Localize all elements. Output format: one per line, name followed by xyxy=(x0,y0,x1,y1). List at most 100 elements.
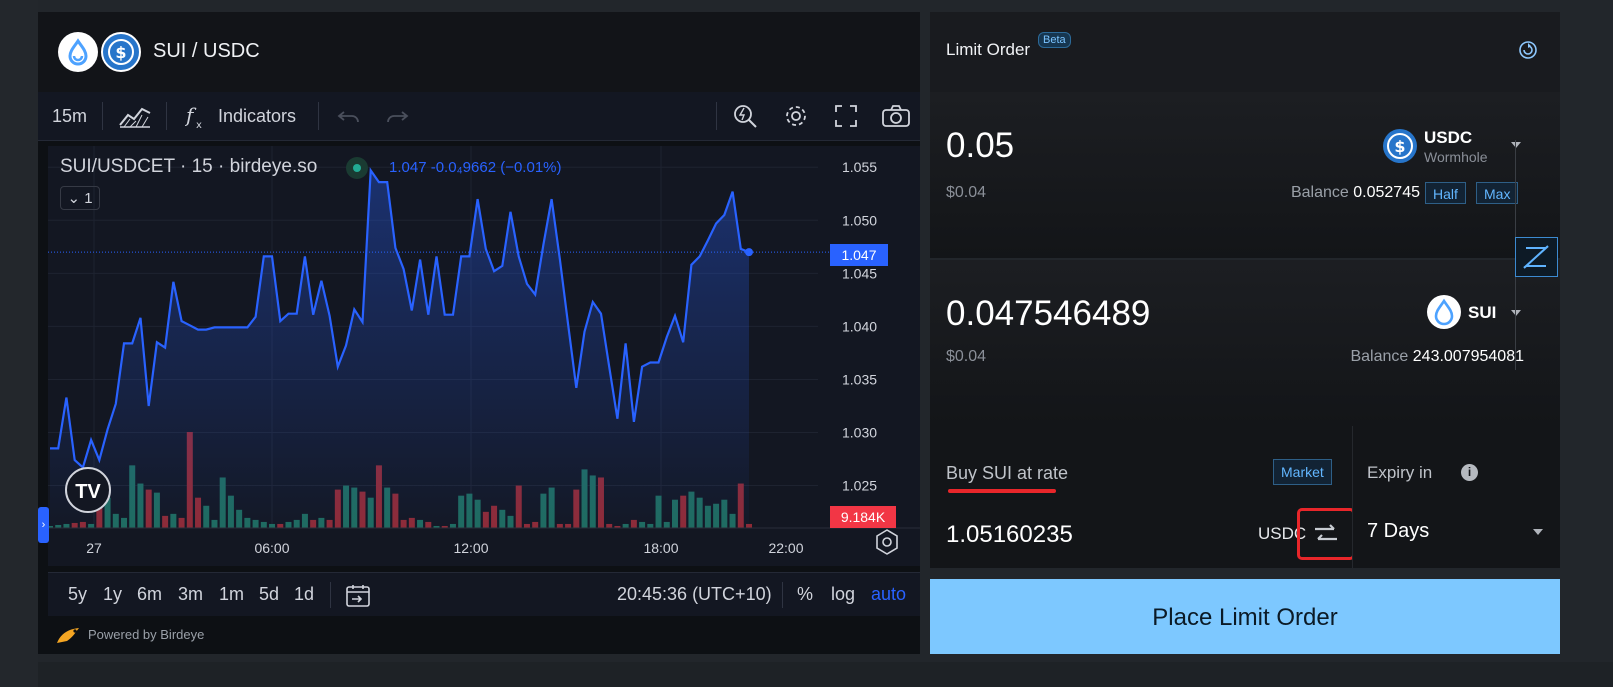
auto-scale-toggle[interactable]: auto xyxy=(871,584,907,604)
balance-label: Balance xyxy=(1290,184,1349,201)
expiry-label: Expiry in xyxy=(1367,463,1433,482)
sell-token-selector[interactable]: $ USDC Wormhole xyxy=(1382,126,1532,166)
balance-value: 243.007954081 xyxy=(1412,348,1524,365)
buy-token-selector[interactable]: SUI xyxy=(1426,294,1526,334)
place-limit-order-button[interactable]: Place Limit Order xyxy=(930,579,1560,654)
settings-icon[interactable] xyxy=(783,103,809,129)
y-tick-label: 1.045 xyxy=(842,265,877,281)
x-tick-label: 18:00 xyxy=(643,540,678,556)
sell-usd-value: $0.04 xyxy=(946,184,987,201)
undo-icon[interactable] xyxy=(336,103,362,129)
last-price-label: 1.047 xyxy=(841,247,876,263)
svg-text:$: $ xyxy=(1394,137,1405,156)
camera-icon[interactable] xyxy=(881,103,911,129)
market-status-indicator xyxy=(346,157,368,179)
range-1m[interactable]: 1m xyxy=(219,584,245,604)
y-tick-label: 1.030 xyxy=(842,425,877,441)
legend-collapse-toggle[interactable]: ⌄ 1 xyxy=(60,186,100,210)
sell-token-network: Wormhole xyxy=(1424,149,1488,165)
range-5d[interactable]: 5d xyxy=(259,584,280,604)
y-tick-label: 1.050 xyxy=(842,212,877,228)
rate-label-underline xyxy=(948,489,1056,493)
expiry-box: Expiry in i 7 Days xyxy=(1352,426,1560,568)
clock-time[interactable]: 20:45:36 (UTC+10) xyxy=(617,584,772,604)
range-3m[interactable]: 3m xyxy=(178,584,204,604)
market-rate-button[interactable]: Market xyxy=(1273,459,1332,485)
balance-label: Balance xyxy=(1350,348,1409,365)
svg-text:x: x xyxy=(196,120,202,129)
order-header: Limit Order Beta xyxy=(930,12,1560,92)
quick-search-icon[interactable] xyxy=(732,103,758,129)
pair-header: $ SUI / USDC xyxy=(38,12,920,92)
redo-icon[interactable] xyxy=(384,103,410,129)
birdeye-logo xyxy=(57,628,79,643)
balance-value: 0.052745 xyxy=(1353,184,1420,201)
volume-badge xyxy=(830,506,896,528)
x-tick-label: 12:00 xyxy=(453,540,488,556)
range-1d[interactable]: 1d xyxy=(294,584,315,604)
buy-token-name: SUI xyxy=(1468,303,1497,322)
indicators-button[interactable]: Indicators xyxy=(218,106,297,126)
calendar-goto-icon[interactable] xyxy=(344,583,372,609)
volume-label: 9.184K xyxy=(841,509,886,525)
buy-output-box: 0.047546489 $0.04 SUI Balance 243.007954… xyxy=(930,260,1560,426)
powered-by-text[interactable]: Powered by Birdeye xyxy=(88,627,205,642)
half-button[interactable]: Half xyxy=(1425,182,1466,204)
chevron-down-icon xyxy=(1511,310,1521,316)
toolbar-divider xyxy=(102,102,103,130)
sell-input-box: 0.05 $0.04 $ USDC Wormhole Balance 0.052… xyxy=(930,92,1560,258)
swap-direction-icon[interactable] xyxy=(1297,508,1355,560)
sui-logo xyxy=(1427,295,1461,329)
price-series-line xyxy=(50,167,750,470)
last-price-dot xyxy=(745,248,753,257)
buy-balance: Balance 243.007954081 xyxy=(1270,348,1524,366)
chart-type-icon[interactable] xyxy=(118,103,152,129)
svg-text:TV: TV xyxy=(75,481,101,503)
chart-settings-icon[interactable] xyxy=(876,529,898,555)
chevron-down-icon[interactable] xyxy=(1533,529,1543,535)
drawing-panel-toggle[interactable]: › xyxy=(38,507,49,543)
range-1y[interactable]: 1y xyxy=(103,584,123,604)
sell-amount-input[interactable]: 0.05 xyxy=(946,126,1015,165)
chevron-down-icon xyxy=(1511,142,1521,148)
symbol-legend: SUI/USDCET · 15 · birdeye.so xyxy=(60,156,318,177)
max-button[interactable]: Max xyxy=(1476,182,1519,204)
buy-amount[interactable]: 0.047546489 xyxy=(946,294,1151,333)
last-price-badge xyxy=(830,244,888,266)
range-5y[interactable]: 5y xyxy=(68,584,88,604)
beta-badge: Beta xyxy=(1038,32,1071,48)
range-6m[interactable]: 6m xyxy=(137,584,163,604)
tradingview-logo[interactable]: TV xyxy=(65,467,111,513)
legend-toggle-count: 1 xyxy=(84,190,93,207)
pair-title: SUI / USDC xyxy=(153,40,260,62)
toolbar-divider xyxy=(166,102,167,130)
jupiter-terminal-icon[interactable] xyxy=(1515,237,1558,277)
limit-order-panel: Limit Order Beta 0.05 $0.04 $ USDC Wormh… xyxy=(930,12,1560,654)
price-chart[interactable]: 1.055 1.050 1.045 1.040 1.035 1.030 1.025 27 06… xyxy=(48,146,920,566)
interval-button[interactable]: 15m xyxy=(52,106,88,126)
toolbar-divider xyxy=(318,102,319,130)
rate-input[interactable]: 1.05160235 xyxy=(946,521,1073,548)
x-tick-label: 22:00 xyxy=(768,540,803,556)
refresh-icon[interactable] xyxy=(1518,40,1538,60)
left-edge xyxy=(0,0,38,687)
usdc-logo: $ xyxy=(101,32,141,72)
x-tick-label: 06:00 xyxy=(254,540,289,556)
toolbar-divider xyxy=(716,102,717,130)
fullscreen-icon[interactable] xyxy=(833,103,859,129)
info-icon[interactable]: i xyxy=(1461,464,1478,481)
price-chart-svg[interactable]: 1.055 1.050 1.045 1.040 1.035 1.030 1.025 27 06… xyxy=(48,146,920,566)
range-bar: 5y 1y 6m 3m 1m 5d 1d 20:45:36 (UTC+10) %… xyxy=(48,572,920,617)
percent-scale-toggle[interactable]: % xyxy=(797,584,814,604)
price-area xyxy=(50,170,749,528)
log-scale-toggle[interactable]: log xyxy=(831,584,856,604)
y-tick-label: 1.055 xyxy=(842,159,877,175)
range-divider xyxy=(782,582,783,608)
y-tick-label: 1.035 xyxy=(842,371,877,387)
expiry-select[interactable]: 7 Days xyxy=(1367,520,1430,542)
sell-token-name: USDC xyxy=(1424,128,1473,147)
sui-logo xyxy=(58,32,98,72)
